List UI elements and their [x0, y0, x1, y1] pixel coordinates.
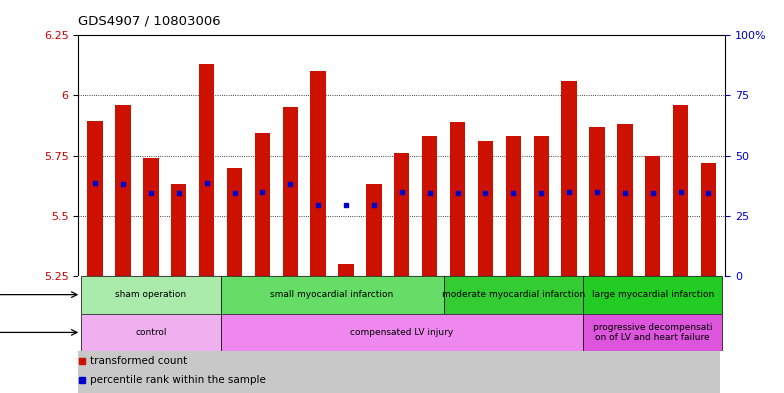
Bar: [534, 136, 549, 276]
Text: GDS4907 / 10803006: GDS4907 / 10803006: [78, 15, 221, 28]
Bar: [220, 314, 583, 351]
Bar: [422, 136, 437, 276]
Text: sham operation: sham operation: [115, 290, 187, 299]
Bar: [645, 156, 660, 276]
Bar: [701, 163, 716, 276]
Bar: [82, 314, 220, 351]
Text: transformed count: transformed count: [90, 356, 187, 366]
Bar: [255, 133, 270, 276]
Bar: [88, 121, 103, 276]
Text: compensated LV injury: compensated LV injury: [350, 328, 453, 337]
Text: percentile rank within the sample: percentile rank within the sample: [90, 375, 266, 385]
Bar: [583, 276, 722, 314]
Bar: [171, 184, 187, 276]
Bar: [282, 107, 298, 276]
Text: small myocardial infarction: small myocardial infarction: [270, 290, 394, 299]
Bar: [506, 136, 521, 276]
Bar: [617, 124, 633, 276]
Bar: [115, 105, 131, 276]
Bar: [310, 72, 326, 276]
Bar: [477, 141, 493, 276]
Bar: [394, 153, 409, 276]
Bar: [450, 122, 465, 276]
Text: large myocardial infarction: large myocardial infarction: [592, 290, 714, 299]
Bar: [339, 264, 354, 276]
Bar: [366, 184, 382, 276]
Bar: [561, 81, 577, 276]
Bar: [444, 276, 583, 314]
Bar: [199, 64, 214, 276]
Bar: [82, 276, 220, 314]
Bar: [143, 158, 158, 276]
Text: progressive decompensati
on of LV and heart failure: progressive decompensati on of LV and he…: [593, 323, 713, 342]
Bar: [220, 276, 444, 314]
Bar: [227, 167, 242, 276]
Bar: [583, 314, 722, 351]
Text: moderate myocardial infarction: moderate myocardial infarction: [441, 290, 585, 299]
Bar: [590, 127, 604, 276]
Text: control: control: [135, 328, 167, 337]
Bar: [673, 105, 688, 276]
